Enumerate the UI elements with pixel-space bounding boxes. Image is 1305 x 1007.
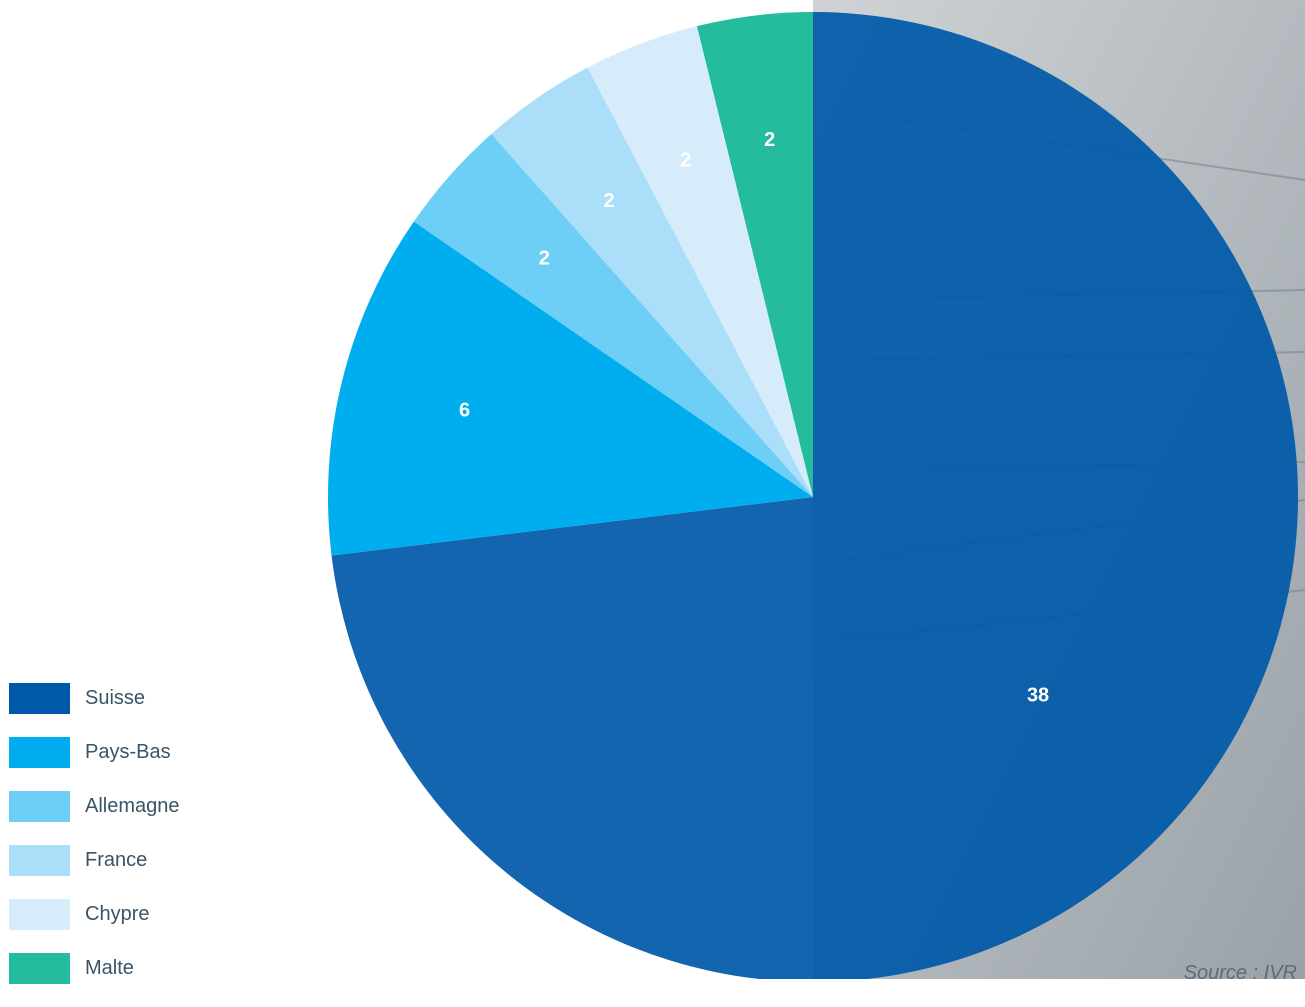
pie-slice-malte — [696, 11, 813, 497]
pie-slice-suisse — [331, 12, 1298, 979]
pie-chart-svg: 38 6 2 2 2 2 — [328, 0, 1305, 979]
legend-swatch-allemagne — [9, 791, 70, 822]
pie-value-label-chypre: 2 — [680, 150, 691, 172]
pie-value-label-france: 2 — [604, 190, 615, 212]
legend-item-malte: Malte — [9, 953, 180, 984]
legend-label-chypre: Chypre — [85, 903, 150, 925]
legend-item-france: France — [9, 845, 180, 876]
pie-slice-chypre — [587, 26, 813, 497]
legend: Suisse Pays-Bas Allemagne France Chypre … — [9, 683, 180, 1007]
pie-chart: 38 6 2 2 2 2 Suisse Pays-Bas Allemagne France… — [9, 0, 1305, 984]
pie-slice-allemagne — [413, 133, 813, 497]
pie-value-label-suisse: 38 — [1027, 685, 1049, 707]
legend-swatch-malte — [9, 953, 70, 984]
legend-swatch-france — [9, 845, 70, 876]
pie-value-label-pays-bas: 6 — [459, 399, 470, 421]
legend-item-pays-bas: Pays-Bas — [9, 737, 180, 768]
legend-label-suisse: Suisse — [85, 687, 146, 709]
legend-swatch-suisse — [9, 683, 70, 714]
legend-label-allemagne: Allemagne — [85, 795, 180, 817]
pie-value-labels: 38 6 2 2 2 2 — [459, 129, 1049, 707]
legend-swatch-pays-bas — [9, 737, 70, 768]
legend-item-allemagne: Allemagne — [9, 791, 180, 822]
pie-value-label-malte: 2 — [764, 129, 775, 151]
legend-item-chypre: Chypre — [9, 899, 180, 930]
source-note: Source : IVR — [1183, 962, 1297, 984]
legend-item-suisse: Suisse — [9, 683, 180, 714]
pie-slices — [328, 11, 1298, 979]
legend-label-pays-bas: Pays-Bas — [85, 741, 171, 763]
pie-slice-france — [491, 67, 813, 497]
pie-slice-pays-bas — [328, 221, 813, 556]
legend-label-malte: Malte — [85, 957, 134, 979]
legend-swatch-chypre — [9, 899, 70, 930]
legend-label-france: France — [85, 849, 148, 871]
pie-value-label-allemagne: 2 — [539, 247, 550, 269]
